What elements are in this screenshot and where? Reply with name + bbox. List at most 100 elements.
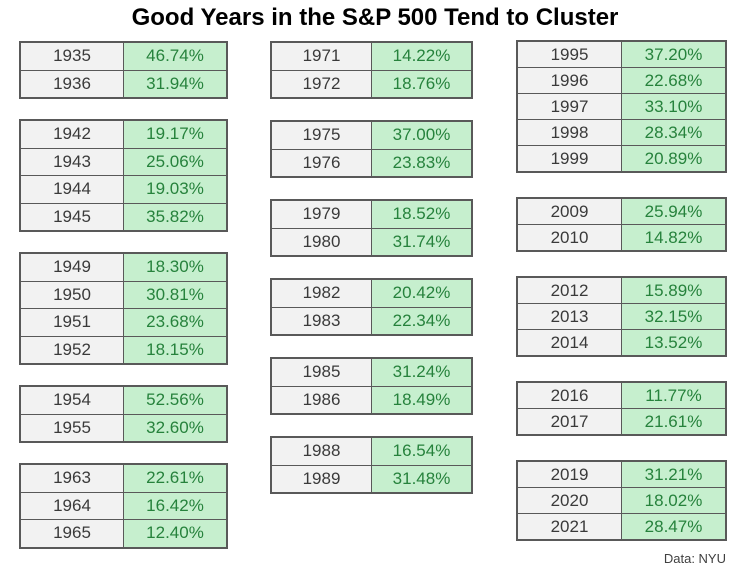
year-cell: 1972 [270, 69, 372, 99]
return-cell: 15.89% [621, 276, 727, 304]
cluster-table: 1979 18.52% 1980 31.74% [270, 199, 473, 257]
cluster-column-middle: 1971 14.22% 1972 18.76% 1975 37.00% 1976 23.83%… [270, 41, 473, 515]
year-cell: 1963 [19, 463, 124, 493]
year-row: 1988 16.54% [270, 436, 473, 466]
return-cell: 20.89% [621, 145, 727, 173]
return-cell: 37.00% [371, 120, 473, 150]
year-row: 1995 37.20% [516, 40, 727, 68]
year-row: 1952 18.15% [19, 335, 228, 365]
year-row: 1935 46.74% [19, 41, 228, 71]
year-cell: 1949 [19, 252, 124, 282]
cluster-table: 1954 52.56% 1955 32.60% [19, 385, 228, 443]
year-row: 2012 15.89% [516, 276, 727, 304]
year-cell: 1976 [270, 148, 372, 178]
cluster-table: 1942 19.17% 1943 25.06% 1944 19.03% 1945 35.82% [19, 119, 228, 232]
year-cell: 2010 [516, 224, 622, 252]
year-row: 2021 28.47% [516, 513, 727, 541]
year-cell: 1945 [19, 202, 124, 232]
return-cell: 18.49% [371, 385, 473, 415]
year-cell: 1964 [19, 491, 124, 520]
year-cell: 1971 [270, 41, 372, 71]
year-row: 1971 14.22% [270, 41, 473, 71]
year-cell: 1999 [516, 145, 622, 173]
year-row: 2016 11.77% [516, 381, 727, 409]
cluster-table: 1975 37.00% 1976 23.83% [270, 120, 473, 178]
return-cell: 32.60% [123, 413, 228, 443]
year-cell: 1955 [19, 413, 124, 443]
return-cell: 19.17% [123, 119, 228, 149]
cluster-table: 2009 25.94% 2010 14.82% [516, 197, 727, 252]
return-cell: 22.68% [621, 67, 727, 94]
cluster-column-right: 1995 37.20% 1996 22.68% 1997 33.10% 1998 28.34%… [516, 40, 727, 565]
cluster-table: 1985 31.24% 1986 18.49% [270, 357, 473, 415]
cluster-table: 1949 18.30% 1950 30.81% 1951 23.68% 1952 18.15% [19, 252, 228, 365]
year-cell: 1979 [270, 199, 372, 229]
year-row: 1985 31.24% [270, 357, 473, 387]
year-row: 1955 32.60% [19, 413, 228, 443]
year-row: 1944 19.03% [19, 175, 228, 204]
return-cell: 35.82% [123, 202, 228, 232]
return-cell: 18.76% [371, 69, 473, 99]
return-cell: 31.94% [123, 69, 228, 99]
cluster-table: 1935 46.74% 1936 31.94% [19, 41, 228, 99]
data-source-label: Data: NYU [663, 551, 726, 566]
year-row: 1954 52.56% [19, 385, 228, 415]
year-row: 1980 31.74% [270, 227, 473, 257]
year-cell: 1951 [19, 308, 124, 337]
return-cell: 22.61% [123, 463, 228, 493]
year-cell: 1985 [270, 357, 372, 387]
year-row: 1999 20.89% [516, 145, 727, 173]
year-cell: 1944 [19, 175, 124, 204]
year-cell: 2016 [516, 381, 622, 409]
year-row: 1975 37.00% [270, 120, 473, 150]
year-row: 1936 31.94% [19, 69, 228, 99]
year-row: 1965 12.40% [19, 519, 228, 548]
return-cell: 14.82% [621, 224, 727, 252]
year-row: 1943 25.06% [19, 147, 228, 176]
year-row: 1963 22.61% [19, 463, 228, 493]
year-row: 1964 16.42% [19, 491, 228, 520]
year-cell: 1935 [19, 41, 124, 71]
year-cell: 1965 [19, 519, 124, 548]
return-cell: 18.02% [621, 487, 727, 514]
year-row: 1945 35.82% [19, 202, 228, 232]
year-cell: 2009 [516, 197, 622, 225]
year-row: 2017 21.61% [516, 408, 727, 436]
year-cell: 1980 [270, 227, 372, 257]
year-cell: 1986 [270, 385, 372, 415]
return-cell: 16.54% [371, 436, 473, 466]
year-cell: 1950 [19, 280, 124, 309]
year-row: 1976 23.83% [270, 148, 473, 178]
cluster-table: 1963 22.61% 1964 16.42% 1965 12.40% [19, 463, 228, 549]
year-row: 1982 20.42% [270, 278, 473, 308]
year-cell: 2017 [516, 408, 622, 436]
year-cell: 1954 [19, 385, 124, 415]
year-row: 1989 31.48% [270, 464, 473, 494]
year-cell: 1989 [270, 464, 372, 494]
return-cell: 18.52% [371, 199, 473, 229]
year-cell: 1975 [270, 120, 372, 150]
year-row: 2009 25.94% [516, 197, 727, 225]
return-cell: 11.77% [621, 381, 727, 409]
return-cell: 31.48% [371, 464, 473, 494]
return-cell: 13.52% [621, 329, 727, 357]
year-row: 2019 31.21% [516, 460, 727, 488]
return-cell: 31.74% [371, 227, 473, 257]
cluster-table: 1995 37.20% 1996 22.68% 1997 33.10% 1998 28.34%… [516, 40, 727, 173]
year-row: 1997 33.10% [516, 93, 727, 120]
return-cell: 22.34% [371, 306, 473, 336]
return-cell: 25.06% [123, 147, 228, 176]
year-row: 1942 19.17% [19, 119, 228, 149]
year-row: 1949 18.30% [19, 252, 228, 282]
cluster-table: 2016 11.77% 2017 21.61% [516, 381, 727, 436]
cluster-column-left: 1935 46.74% 1936 31.94% 1942 19.17% 1943 25.06%… [19, 41, 228, 569]
year-cell: 2012 [516, 276, 622, 304]
return-cell: 32.15% [621, 303, 727, 330]
year-row: 1996 22.68% [516, 67, 727, 94]
year-cell: 1983 [270, 306, 372, 336]
year-row: 1998 28.34% [516, 119, 727, 146]
return-cell: 28.34% [621, 119, 727, 146]
year-row: 1983 22.34% [270, 306, 473, 336]
return-cell: 16.42% [123, 491, 228, 520]
return-cell: 37.20% [621, 40, 727, 68]
